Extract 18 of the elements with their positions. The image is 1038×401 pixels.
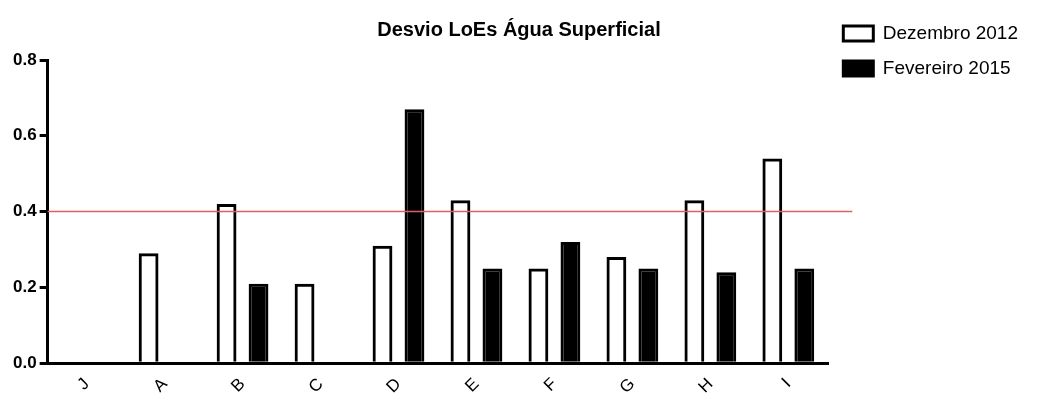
x-tick-label: F [539, 374, 561, 395]
x-tick-label: D [382, 374, 405, 397]
y-tick-label: 0.4 [12, 201, 38, 221]
x-tick-label: C [304, 374, 327, 397]
y-tick-label: 0.6 [12, 125, 37, 145]
x-tick-label: B [227, 374, 249, 396]
legend-label: Dezembro 2012 [882, 21, 1019, 43]
x-tick-label: H [694, 374, 717, 397]
y-tick-label: 0.0 [12, 352, 37, 372]
y-tick-label: 0.8 [12, 49, 37, 69]
chart-title: Desvio LoEs Água Superficial [377, 17, 661, 40]
x-tick-label: G [615, 374, 639, 397]
x-tick-label: E [461, 374, 483, 396]
x-tick-label: A [149, 373, 172, 396]
y-tick-label: 0.2 [12, 277, 37, 297]
legend-label: Fevereiro 2015 [882, 56, 1011, 78]
x-tick-label: J [73, 374, 93, 394]
x-tick-label: I [777, 374, 795, 391]
